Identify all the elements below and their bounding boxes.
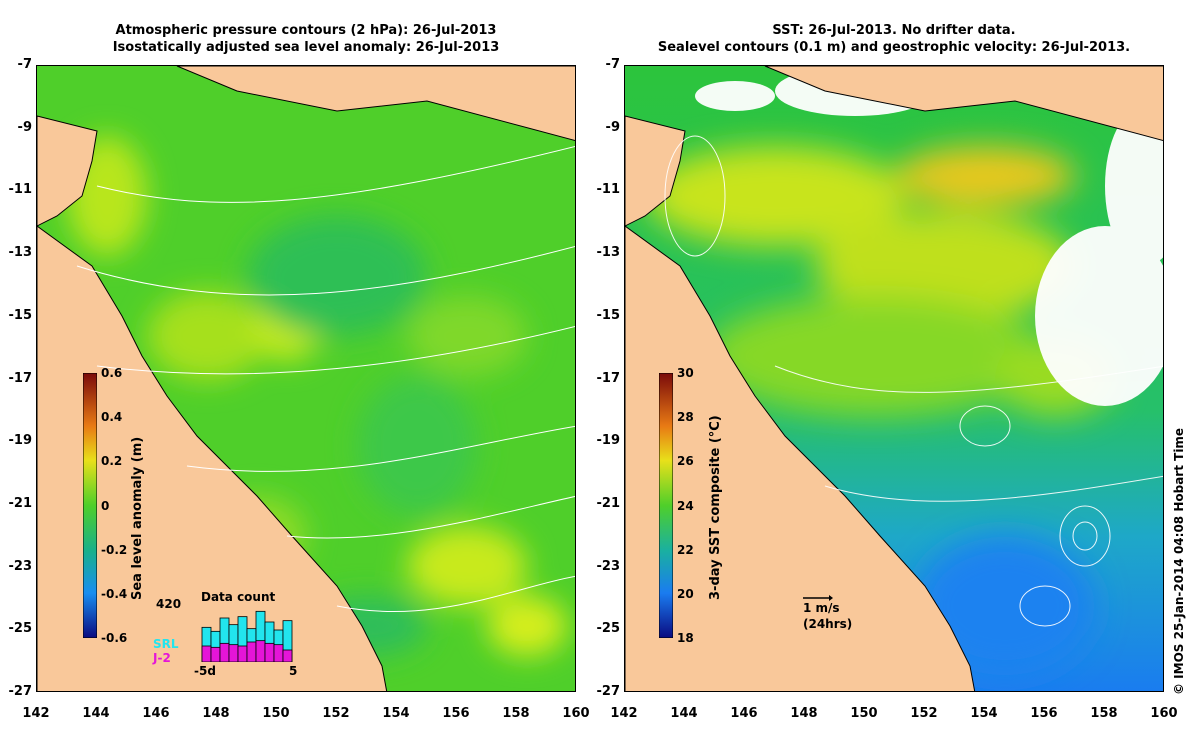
right-colorbar-label: 3-day SST composite (°C) [708,415,723,600]
right-x-tick: 154 [970,706,998,721]
left-colorbar-tick: 0 [101,498,110,513]
right-y-tick: -9 [605,119,620,135]
left-y-tick: -15 [8,307,33,323]
left-y-tick: -21 [8,495,33,511]
data-count-x-left: -5d [194,664,216,678]
left-colorbar-label: Sea level anomaly (m) [130,436,145,600]
left-colorbar-tick: 0.6 [101,366,123,380]
left-x-tick: 148 [202,706,230,721]
data-count-j2-bar [237,645,248,662]
left-y-tick: -19 [8,433,33,449]
data-count-j2-bar [246,641,257,662]
right-colorbar-tick: 26 [677,454,694,469]
left-map-canvas [37,66,575,691]
left-y-tick: -25 [8,621,33,637]
right-title-line1: SST: 26-Jul-2013. No drifter data. [772,23,1016,38]
left-y-tick: -11 [8,182,33,198]
left-x-tick: 156 [442,706,470,721]
right-y-tick: -19 [596,433,621,449]
right-colorbar-tick: 24 [677,498,694,513]
left-colorbar-tick: 0.4 [101,410,123,425]
left-x-tick: 160 [562,706,590,721]
data-count-j2-bar [264,642,275,662]
left-map-sea-level-anomaly [36,65,576,692]
data-count-title: Data count [201,590,276,604]
right-colorbar [659,373,673,638]
data-count-j2-bar [228,644,239,662]
right-x-tick: 156 [1030,706,1058,721]
right-y-tick: -11 [596,182,621,198]
right-colorbar-tick: 18 [677,631,694,645]
right-colorbar-tick: 20 [677,586,694,601]
left-colorbar-tick: 0.2 [101,454,123,469]
right-y-tick: -25 [596,621,621,637]
velocity-scale-arrow [803,595,833,601]
right-map-canvas [625,66,1163,691]
right-y-tick: -23 [596,558,621,574]
left-x-tick: 142 [22,706,50,721]
left-title-line1: Atmospheric pressure contours (2 hPa): 2… [115,23,497,38]
right-y-tick: -27 [596,684,621,699]
data-count-max: 420 [156,597,182,611]
left-colorbar-tick: -0.2 [101,542,128,557]
right-title-line2: Sealevel contours (0.1 m) and geostrophi… [657,40,1131,55]
velocity-scale-sub: (24hrs) [803,617,853,631]
left-y-tick: -23 [8,558,33,574]
data-count-j2-bar [282,649,293,662]
right-x-tick: 146 [730,706,758,721]
left-land-png [176,66,575,141]
right-x-tick: 160 [1150,706,1178,721]
left-y-tick: -27 [8,684,33,699]
data-count-j2-bar [201,645,212,662]
velocity-scale-label: 1 m/s [803,601,840,615]
left-y-tick: -13 [8,245,33,261]
right-colorbar-tick: 28 [677,410,694,425]
legend-srl: SRL [153,637,179,651]
right-y-tick: -7 [605,57,620,72]
left-y-tick: -17 [8,370,33,386]
credit-text: © IMOS 25-Jan-2014 04:08 Hobart Time [1172,427,1186,695]
right-y-tick: -21 [596,495,621,511]
data-count-j2-bar [210,646,221,662]
left-y-tick: -9 [17,119,32,135]
right-x-tick: 148 [790,706,818,721]
right-y-tick: -13 [596,245,621,261]
data-count-j2-bar [255,640,266,662]
legend-j2: J-2 [153,651,171,665]
right-x-tick: 152 [910,706,938,721]
data-count-x-right: 5 [289,664,298,678]
left-x-tick: 152 [322,706,350,721]
left-x-tick: 150 [262,706,290,721]
left-title-line2: Isostatically adjusted sea level anomaly… [112,40,500,55]
right-x-tick: 144 [670,706,698,721]
right-map-sst [624,65,1164,692]
left-x-tick: 144 [82,706,110,721]
right-y-tick: -15 [596,307,621,323]
left-land-australia [37,115,98,227]
right-x-tick: 158 [1090,706,1118,721]
data-count-j2-bar [219,642,230,662]
left-x-tick: 154 [382,706,410,721]
left-y-tick: -7 [17,57,32,72]
data-count-j2-bar [273,644,284,662]
left-x-tick: 158 [502,706,530,721]
right-y-tick: -17 [596,370,621,386]
left-colorbar [83,373,97,638]
left-colorbar-tick: -0.6 [101,631,128,645]
left-x-tick: 146 [142,706,170,721]
right-colorbar-tick: 22 [677,542,694,557]
right-x-tick: 142 [610,706,638,721]
left-colorbar-tick: -0.4 [101,586,128,601]
data-count-chart [201,610,293,662]
right-colorbar-tick: 30 [677,366,694,380]
right-x-tick: 150 [850,706,878,721]
